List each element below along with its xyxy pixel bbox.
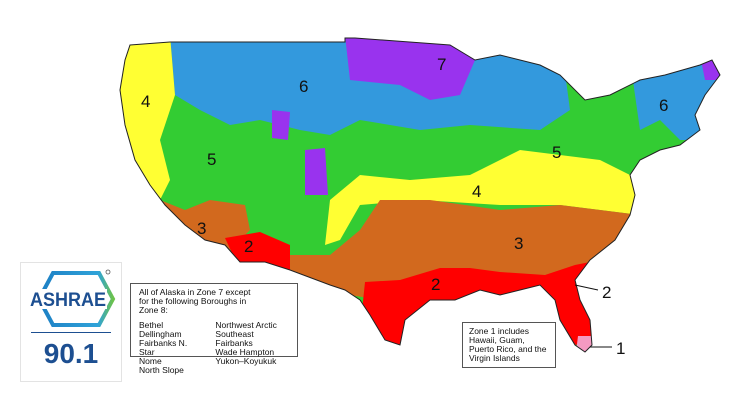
borough: Northwest Arctic: [215, 320, 277, 330]
zone-6-region: [630, 50, 720, 140]
zone-label: 6: [299, 77, 308, 96]
zone-label: 5: [552, 143, 561, 162]
zone-label: 7: [437, 55, 446, 74]
zone-label: 2: [431, 275, 440, 294]
zone-4-region: [325, 150, 640, 245]
zone-label: 2: [602, 283, 611, 302]
borough: Southeast Fairbanks: [215, 329, 254, 348]
ashrae-logo: ASHRAE 90.1: [20, 262, 122, 382]
zone-label: 3: [197, 219, 206, 238]
zone-7-region: [305, 148, 328, 195]
zone-label: 1: [616, 339, 625, 358]
zone-label: 4: [141, 92, 150, 111]
borough: Bethel: [139, 320, 164, 330]
borough: Nome: [139, 356, 162, 366]
standard-number: 90.1: [43, 338, 99, 369]
zone-4-region: [120, 38, 175, 200]
ashrae-hexagon-icon: ASHRAE: [25, 269, 116, 327]
zone-label: 2: [244, 237, 253, 256]
svg-text:ASHRAE: ASHRAE: [30, 290, 106, 311]
zone-label: 5: [207, 150, 216, 169]
zone-label: 4: [472, 182, 481, 201]
borough: North Slope: [139, 365, 184, 375]
alaska-note-heading: All of Alaska in Zone 7 except for the f…: [139, 287, 251, 315]
borough: Yukon–Koyukuk: [215, 356, 277, 366]
zone-7-region: [345, 38, 475, 100]
zone-7-region: [700, 55, 720, 80]
zone1-note: Zone 1 includes Hawaii, Guam, Puerto Ric…: [462, 322, 556, 368]
alaska-note: All of Alaska in Zone 7 except for the f…: [130, 283, 298, 375]
divider: [31, 332, 111, 333]
zone-label: 3: [514, 234, 523, 253]
leader-line: [574, 284, 599, 291]
borough: Wade Hampton: [215, 347, 275, 357]
zone-7-region: [272, 110, 290, 140]
borough: Dellingham: [139, 329, 182, 339]
borough: Fairbanks N. Star: [139, 338, 188, 357]
zone-label: 6: [659, 96, 668, 115]
